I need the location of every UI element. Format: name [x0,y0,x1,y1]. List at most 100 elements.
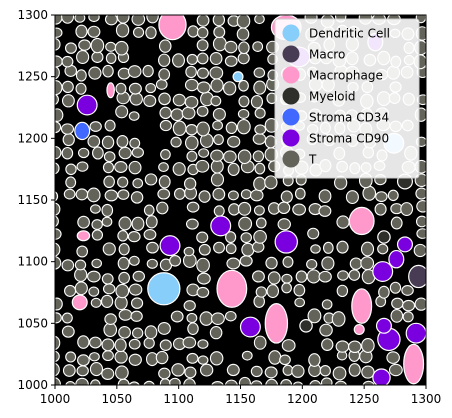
legend-marker [282,24,300,42]
y-tick-label: 1000 [17,378,48,392]
t-cell [87,135,101,148]
t-cell [143,94,157,108]
t-cell [131,216,145,231]
t-cell [348,340,362,354]
t-cell [102,161,115,174]
t-cell [55,312,62,324]
t-cell [265,378,279,385]
t-cell [104,15,118,26]
t-cell [321,338,334,351]
t-cell [292,381,304,385]
t-cell [55,256,62,270]
t-cell [282,256,294,268]
t-cell [332,366,347,381]
t-cell [281,339,296,352]
cell-stroma-cd90 [210,215,232,237]
cell-macrophage [353,323,365,336]
t-cell [101,135,115,150]
x-tick-label: 1050 [102,392,133,406]
t-cell [401,285,414,296]
t-cell [390,216,403,230]
cell-macrophage [351,288,373,324]
t-cell [75,24,88,39]
t-cell [186,53,198,66]
t-cell [295,270,308,283]
t-cell [253,205,265,216]
t-cell [239,255,253,267]
t-cell [224,310,237,322]
cell-macrophage [403,343,425,385]
t-cell [88,15,100,23]
t-cell [186,352,199,364]
t-cell [55,93,59,106]
t-cell [101,338,115,352]
y-tick-label: 1300 [17,8,48,22]
t-cell [118,216,132,231]
t-cell [173,187,186,200]
t-cell [159,378,171,385]
t-cell [362,185,377,201]
t-cell [172,120,187,137]
t-cell [310,244,321,254]
t-cell [61,259,75,272]
t-cell [157,322,171,335]
t-cell [90,37,105,54]
t-cell [77,335,90,349]
t-cell [104,189,119,202]
t-cell [264,366,278,379]
t-cell [196,257,210,273]
t-cell [172,53,186,68]
cell-macrophage [106,82,115,99]
t-cell [55,121,62,134]
t-cell [61,146,74,160]
t-cell [184,135,199,151]
t-cell [89,361,104,377]
t-cell [128,381,140,385]
t-cell [115,365,129,380]
t-cell [115,105,129,119]
t-cell [144,173,158,186]
legend-marker [282,150,300,168]
t-cell [128,111,140,121]
t-cell [116,134,129,149]
t-cell [102,64,114,78]
t-cell [416,228,426,239]
t-cell [413,243,426,258]
t-cell [322,241,334,254]
t-cell [250,189,264,202]
t-cell [348,269,361,281]
x-tick-label: 1300 [411,392,442,406]
t-cell [129,137,141,149]
t-cell [225,242,237,255]
t-cell [117,176,129,188]
t-cell [224,55,238,67]
t-cell [254,107,266,119]
t-cell [158,53,171,67]
t-cell [145,83,157,94]
legend-label: Dendritic Cell [309,27,390,41]
t-cell [146,241,159,254]
t-cell [170,108,184,122]
t-cell [87,270,101,283]
cell-macrophage [264,303,289,344]
t-cell [101,216,113,227]
t-cell [336,284,349,298]
t-cell [318,205,332,217]
axis-ticks: 1000 1050 1100 1150 1200 1250 1300 1000 1050 1100… [17,8,441,406]
t-cell [127,231,141,243]
t-cell [250,95,264,109]
t-cell [55,55,63,68]
t-cell [264,135,277,149]
t-cell [128,82,142,95]
t-cell [266,284,280,299]
t-cell [196,105,209,117]
t-cell [128,255,140,266]
t-cell [415,187,426,200]
t-cell [255,286,268,298]
t-cell [209,351,224,366]
t-cell [308,353,321,367]
t-cell [91,219,103,231]
t-cell [223,150,237,164]
cell-myeloid [299,319,313,333]
t-cell [197,355,209,365]
